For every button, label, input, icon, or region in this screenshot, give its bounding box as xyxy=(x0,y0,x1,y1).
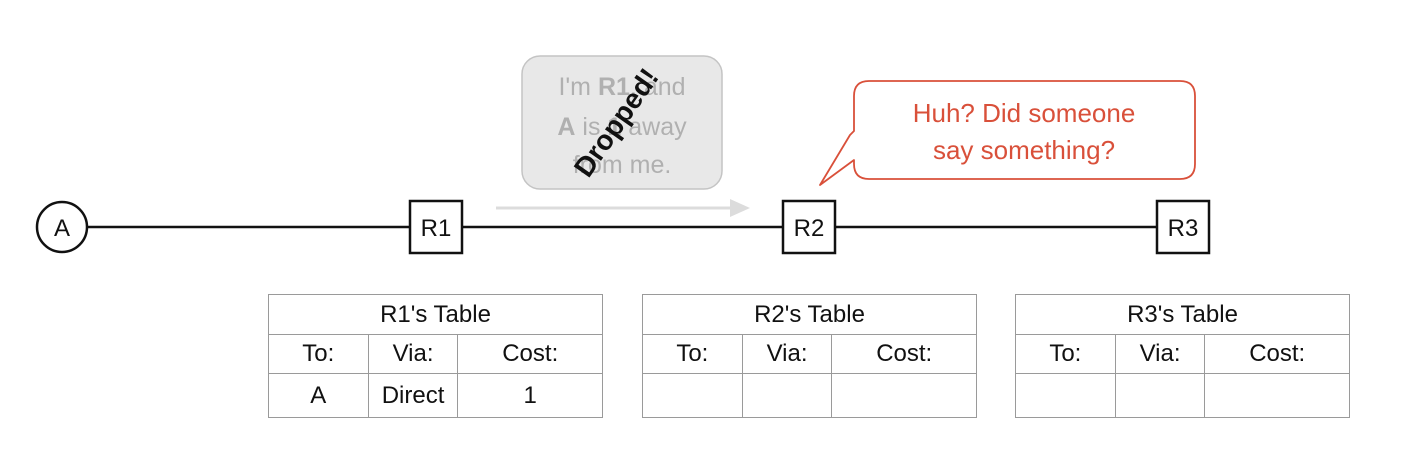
dropped-message-bubble: I'm R1, and A is 1 away from me. Dropped… xyxy=(521,55,723,190)
router-r3: R3 xyxy=(1155,199,1211,255)
column-header-to: To: xyxy=(642,334,743,374)
table-row xyxy=(1015,373,1350,418)
column-header-via: Via: xyxy=(367,334,459,374)
cell-via xyxy=(741,373,833,418)
table-title: R3's Table xyxy=(1015,294,1350,335)
table-title: R1's Table xyxy=(268,294,603,335)
routing-table-r1: R1's Table To: Via: Cost: A Direct 1 xyxy=(268,294,603,418)
table-title: R2's Table xyxy=(642,294,977,335)
cell-cost: 1 xyxy=(457,373,603,418)
routing-table-r2: R2's Table To: Via: Cost: xyxy=(642,294,977,418)
cell-cost xyxy=(831,373,977,418)
node-a: A xyxy=(35,200,89,254)
message-arrow xyxy=(496,199,750,217)
column-header-to: To: xyxy=(268,334,369,374)
router-r2-label: R2 xyxy=(794,215,825,242)
cell-cost xyxy=(1204,373,1350,418)
table-row: A Direct 1 xyxy=(268,373,603,418)
message-line-1: I'm R1, and xyxy=(558,73,685,101)
cell-to: A xyxy=(268,373,369,418)
column-header-via: Via: xyxy=(741,334,833,374)
reply-line-1: Huh? Did someone xyxy=(913,98,1136,128)
table-row xyxy=(642,373,977,418)
column-header-cost: Cost: xyxy=(457,334,603,374)
cell-via xyxy=(1114,373,1206,418)
router-r1: R1 xyxy=(408,199,464,255)
router-r3-label: R3 xyxy=(1168,215,1199,242)
message-line-2: A is 1 away xyxy=(557,113,687,141)
reply-line-2: say something? xyxy=(933,135,1115,165)
reply-speech-bubble: Huh? Did someone say something? xyxy=(819,80,1196,186)
column-header-cost: Cost: xyxy=(1204,334,1350,374)
cell-via: Direct xyxy=(367,373,459,418)
message-line-3: from me. xyxy=(573,151,672,179)
router-r1-label: R1 xyxy=(421,215,452,242)
cell-to xyxy=(1015,373,1116,418)
column-header-cost: Cost: xyxy=(831,334,977,374)
node-a-label: A xyxy=(54,215,70,242)
column-header-via: Via: xyxy=(1114,334,1206,374)
column-header-to: To: xyxy=(1015,334,1116,374)
routing-table-r3: R3's Table To: Via: Cost: xyxy=(1015,294,1350,418)
cell-to xyxy=(642,373,743,418)
router-r2: R2 xyxy=(781,199,837,255)
